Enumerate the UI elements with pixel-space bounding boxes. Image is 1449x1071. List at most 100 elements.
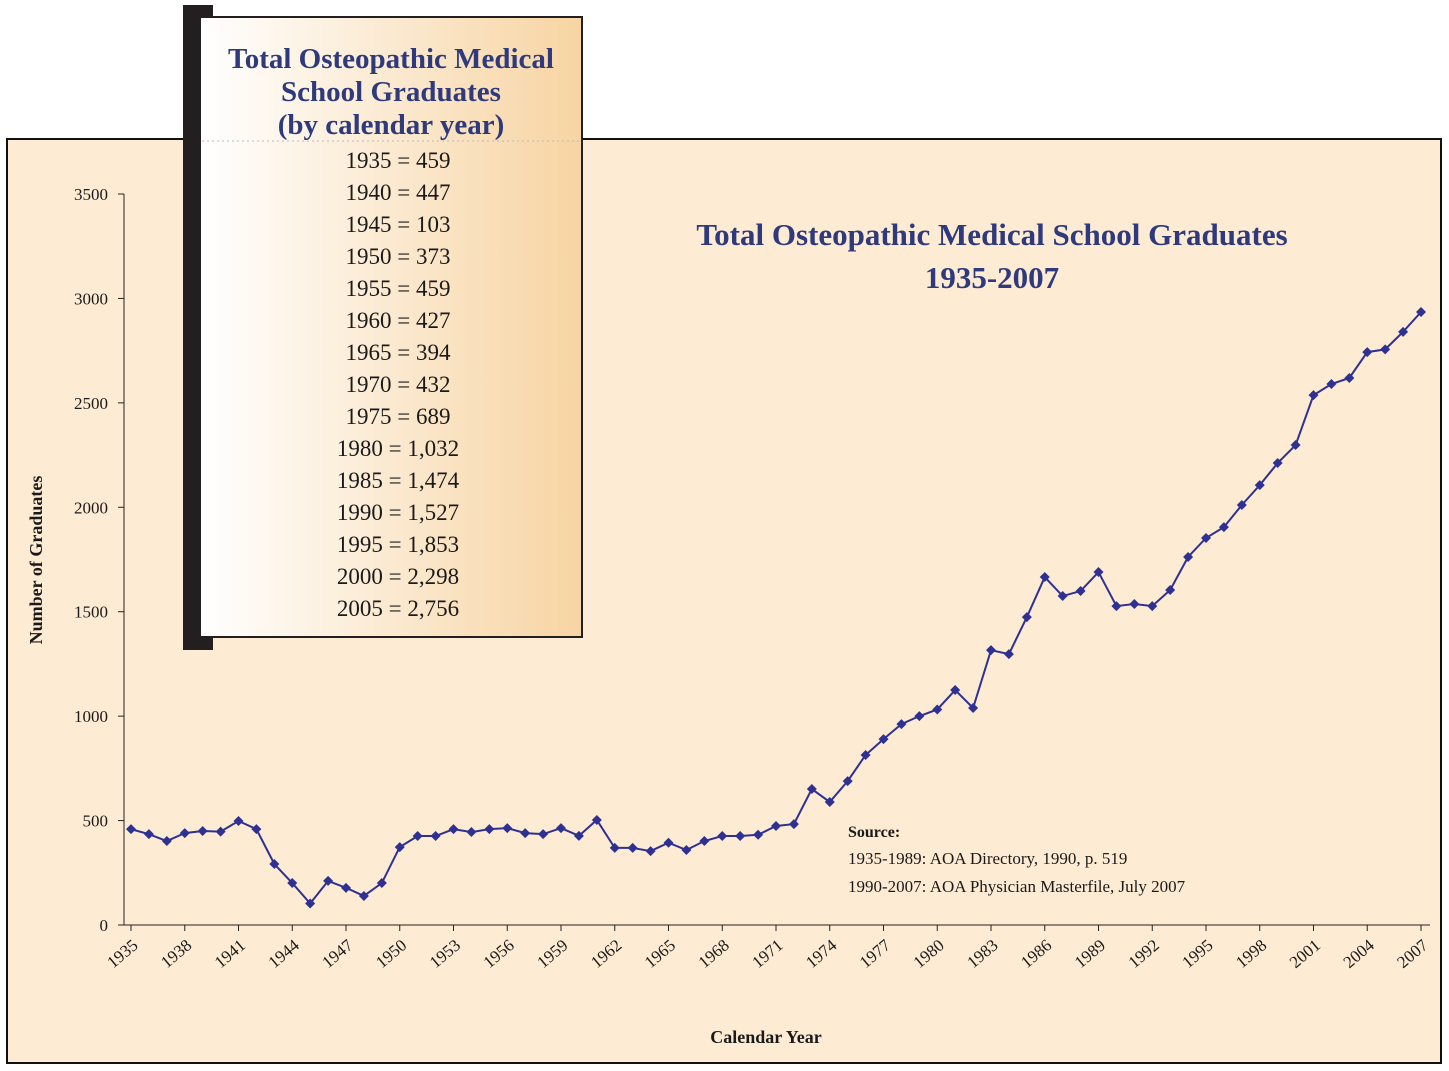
inset-row: 1995 = 1,853 — [337, 532, 459, 557]
data-marker — [806, 784, 817, 795]
data-marker — [950, 685, 961, 696]
inset-row: 1950 = 373 — [346, 244, 451, 269]
data-marker — [179, 828, 190, 839]
y-tick-label: 3000 — [74, 289, 108, 308]
data-marker — [1021, 612, 1032, 623]
data-marker — [1218, 522, 1229, 533]
data-marker — [1075, 586, 1086, 597]
data-marker — [1380, 344, 1391, 355]
data-marker — [1416, 307, 1426, 318]
inset-panel — [199, 16, 583, 638]
data-marker — [358, 890, 369, 901]
data-marker — [717, 831, 728, 842]
data-marker — [1398, 326, 1409, 337]
data-marker — [681, 845, 692, 856]
y-tick-label: 1500 — [74, 603, 108, 622]
data-marker — [753, 829, 764, 840]
data-marker — [251, 824, 262, 835]
inset: Total Osteopathic Medical School Graduat… — [183, 5, 583, 650]
inset-row: 1960 = 427 — [346, 308, 451, 333]
data-marker — [161, 836, 172, 847]
data-marker — [305, 898, 316, 909]
inset-row: 1970 = 432 — [346, 372, 451, 397]
data-marker — [842, 776, 853, 787]
data-marker — [1236, 499, 1247, 510]
data-marker — [914, 711, 925, 722]
y-tick-label: 1000 — [74, 707, 108, 726]
data-marker — [968, 702, 979, 713]
data-marker — [1039, 572, 1050, 583]
data-marker — [1326, 379, 1337, 390]
data-marker — [1183, 551, 1194, 562]
data-marker — [269, 859, 280, 870]
data-marker — [233, 815, 244, 826]
data-marker — [1165, 584, 1176, 595]
chart-title: Total Osteopathic Medical School Graduat… — [696, 217, 1287, 252]
data-marker — [412, 831, 423, 842]
data-marker — [663, 837, 674, 848]
inset-row: 2000 = 2,298 — [337, 564, 459, 589]
data-marker — [1057, 591, 1068, 602]
inset-row: 1955 = 459 — [346, 276, 451, 301]
data-marker — [197, 826, 208, 837]
data-marker — [484, 824, 495, 835]
data-marker — [609, 842, 620, 853]
y-tick-label: 2500 — [74, 394, 108, 413]
inset-title: (by calendar year) — [278, 109, 505, 141]
data-marker — [1344, 373, 1355, 384]
data-marker — [878, 734, 889, 745]
chart-title: 1935-2007 — [925, 260, 1059, 295]
data-marker — [1272, 458, 1283, 469]
data-marker — [448, 824, 459, 835]
data-marker — [341, 882, 351, 893]
inset-row: 1980 = 1,032 — [337, 436, 459, 461]
data-marker — [573, 830, 584, 841]
data-marker — [1111, 601, 1122, 612]
data-marker — [1308, 390, 1319, 401]
data-marker — [466, 827, 477, 838]
data-marker — [1201, 532, 1211, 543]
y-axis-label: Number of Graduates — [26, 476, 46, 645]
data-marker — [520, 828, 531, 839]
data-marker — [215, 826, 226, 837]
data-marker — [287, 878, 298, 889]
data-marker — [1362, 347, 1373, 358]
data-marker — [860, 749, 871, 760]
data-marker — [824, 796, 835, 807]
data-marker — [556, 823, 566, 834]
inset-row: 1985 = 1,474 — [337, 468, 460, 493]
source-line: 1990-2007: AOA Physician Masterfile, Jul… — [848, 877, 1186, 896]
inset-row: 1940 = 447 — [346, 180, 451, 205]
data-marker — [1147, 601, 1158, 612]
data-marker — [591, 814, 602, 825]
inset-row: 1975 = 689 — [346, 404, 451, 429]
data-marker — [1129, 598, 1140, 609]
data-marker — [699, 836, 710, 847]
data-marker — [986, 645, 996, 656]
inset-row: 1990 = 1,527 — [337, 500, 459, 525]
data-marker — [1093, 567, 1104, 578]
data-marker — [126, 824, 136, 835]
y-tick-label: 3500 — [74, 185, 108, 204]
data-marker — [538, 829, 549, 840]
data-marker — [502, 823, 513, 834]
inset-row: 1945 = 103 — [346, 212, 451, 237]
inset-row: 1965 = 394 — [346, 340, 451, 365]
data-marker — [1290, 440, 1301, 451]
data-marker — [645, 846, 656, 857]
data-marker — [735, 831, 746, 842]
y-tick-label: 0 — [100, 916, 109, 935]
data-marker — [788, 819, 799, 830]
data-marker — [1254, 480, 1265, 491]
x-axis-label: Calendar Year — [710, 1027, 822, 1047]
inset-title: Total Osteopathic Medical — [228, 43, 554, 75]
source-heading: Source: — [848, 824, 900, 841]
data-marker — [932, 704, 943, 715]
data-marker — [394, 842, 405, 853]
data-marker — [627, 842, 638, 853]
data-marker — [143, 829, 154, 840]
inset-title: School Graduates — [281, 76, 501, 108]
data-marker — [771, 821, 781, 832]
data-marker — [376, 878, 387, 889]
